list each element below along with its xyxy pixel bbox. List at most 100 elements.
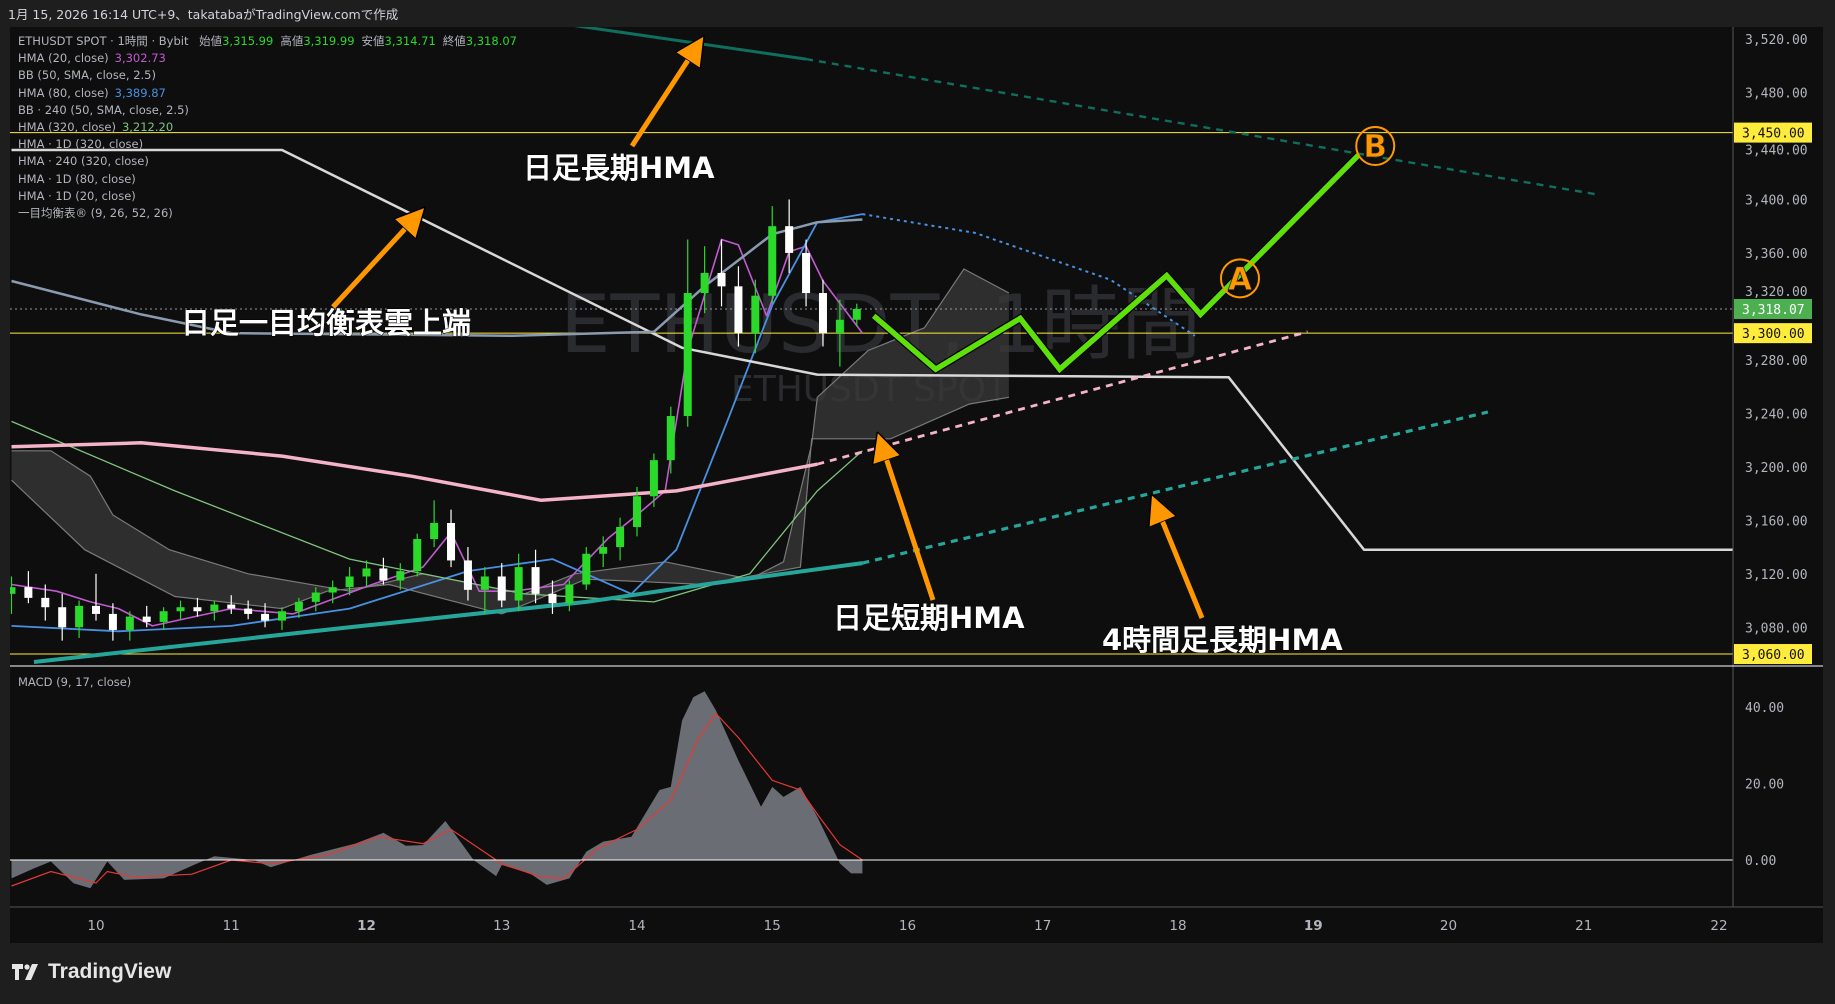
- candle: [261, 603, 270, 628]
- line-hma-320-close-: [11, 420, 863, 603]
- price-label: 3,450.00: [1742, 127, 1805, 142]
- time-tick-21: 21: [1575, 918, 1592, 934]
- candle-body: [835, 319, 844, 334]
- price-tick: 3,440.00: [1745, 144, 1808, 159]
- candle-body: [159, 611, 168, 622]
- ohlc-value: 3,315.99: [222, 34, 274, 48]
- line-hma-1d-20-close-: [11, 441, 818, 503]
- price-label-bg: [1734, 323, 1812, 344]
- candle: [802, 239, 811, 307]
- candle: [10, 576, 16, 614]
- candle-body: [447, 522, 456, 561]
- time-tick-18: 18: [1169, 918, 1186, 934]
- candle-body: [261, 613, 270, 621]
- candle: [193, 597, 202, 617]
- legend-indicators: HMA (20, close) 3,302.73 BB (50, SMA, clos…: [18, 50, 517, 222]
- price-tick: 3,160.00: [1745, 514, 1808, 529]
- candle-body: [277, 611, 286, 621]
- candle: [480, 567, 489, 614]
- indicator-value: 3,389.87: [114, 85, 166, 100]
- time-tick-11: 11: [223, 918, 240, 934]
- candle: [734, 266, 743, 347]
- projection-4-hma: [862, 410, 1489, 565]
- candle: [666, 406, 675, 474]
- legend-indicator[interactable]: HMA · 1D (320, close): [18, 136, 517, 153]
- candle-body: [548, 593, 557, 604]
- candle-body: [108, 613, 117, 630]
- macd-tick: 20.00: [1745, 778, 1784, 793]
- legend-indicator[interactable]: HMA (320, close) 3,212.20: [18, 119, 517, 136]
- candle-body: [10, 587, 16, 594]
- legend-indicator[interactable]: HMA (20, close) 3,302.73: [18, 50, 517, 67]
- annotation-4h-long-hma: 4時間足長期HMA: [1102, 623, 1343, 657]
- candle-body: [345, 576, 354, 588]
- legend-indicator[interactable]: HMA · 1D (20, close): [18, 188, 517, 205]
- candle: [599, 536, 608, 568]
- candle: [582, 547, 591, 590]
- ohlc-value: 3,319.99: [303, 34, 355, 48]
- candle-body: [294, 601, 303, 612]
- price-tick: 3,080.00: [1745, 621, 1808, 636]
- candle-body: [125, 616, 134, 630]
- candle: [92, 573, 100, 621]
- legend-indicator[interactable]: HMA · 1D (80, close): [18, 171, 517, 188]
- indicator-name: 一目均衡表® (9, 26, 52, 26): [18, 206, 173, 221]
- ohlc-label: 始値: [199, 34, 223, 48]
- annotation-arrow: [629, 48, 696, 148]
- candle-body: [210, 604, 219, 612]
- candle: [210, 600, 219, 621]
- annotation-arrow: [331, 218, 415, 309]
- candle: [616, 517, 625, 561]
- legend-indicator[interactable]: BB (50, SMA, close, 2.5): [18, 67, 517, 84]
- legend-indicator[interactable]: BB · 240 (50, SMA, close, 2.5): [18, 102, 517, 119]
- macd-signal-line: [11, 712, 863, 887]
- candle-body: [666, 416, 675, 461]
- legend-symbol-row[interactable]: ETHUSDT SPOT · 1時間 · Bybit 始値3,315.99 高値3…: [18, 33, 517, 50]
- tradingview-logo[interactable]: TradingView: [12, 960, 171, 984]
- candle: [75, 600, 84, 638]
- line-hma-80-close-: [11, 213, 863, 633]
- candle: [159, 607, 168, 630]
- candle-body: [852, 308, 861, 320]
- legend-indicator[interactable]: HMA · 240 (320, close): [18, 153, 517, 170]
- axes: 3,520.00 3,480.00 3,440.00 3,400.00 3,360.00…: [10, 27, 1823, 934]
- tradingview-logo-icon: [12, 964, 38, 980]
- projection-hma-1d-80-close-: [805, 57, 1596, 196]
- chart-frame: [10, 27, 1823, 943]
- candle: [311, 587, 320, 612]
- candle: [700, 246, 709, 314]
- indicator-name: HMA (80, close): [18, 85, 109, 100]
- candle: [751, 279, 760, 354]
- marker-label-b: B: [1363, 129, 1387, 165]
- time-tick-22: 22: [1710, 918, 1727, 934]
- candle: [58, 593, 67, 641]
- candle-body: [379, 568, 388, 581]
- candle-body: [75, 605, 84, 628]
- price-tick: 3,400.00: [1745, 193, 1808, 208]
- price-tick: 3,320.00: [1745, 285, 1808, 300]
- candle: [227, 595, 236, 614]
- candle: [396, 563, 405, 590]
- time-tick-12: 12: [357, 918, 376, 934]
- legend-symbol: ETHUSDT SPOT · 1時間 · Bybit: [18, 34, 189, 48]
- candle-body: [430, 522, 439, 540]
- ohlc-value: 3,314.71: [384, 34, 436, 48]
- price-label-bg: [1734, 122, 1812, 143]
- ohlc-label: 高値: [280, 34, 304, 48]
- candle: [835, 299, 844, 367]
- legend-indicator[interactable]: HMA (80, close) 3,389.87: [18, 85, 517, 102]
- price-tick: 3,200.00: [1745, 461, 1808, 476]
- candle: [818, 279, 827, 347]
- candle: [531, 549, 540, 604]
- macd-title: MACD (9, 17, close): [18, 675, 132, 689]
- candle-body: [599, 547, 608, 554]
- candle-body: [24, 587, 33, 598]
- time-tick-13: 13: [493, 918, 510, 934]
- candle-body: [413, 539, 422, 572]
- legend-indicator[interactable]: 一目均衡表® (9, 26, 52, 26): [18, 205, 517, 222]
- annotation-arrow: [882, 446, 936, 601]
- candle-body: [328, 587, 337, 593]
- candle: [413, 533, 422, 577]
- indicator-value: 3,212.20: [121, 120, 174, 135]
